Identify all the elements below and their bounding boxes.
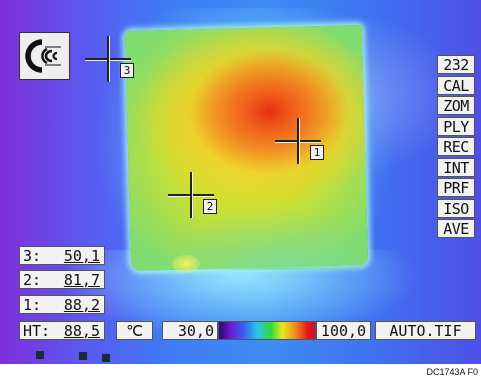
scale-max-field[interactable]: 100,0 xyxy=(316,321,371,340)
readout-label: 3: xyxy=(23,247,42,265)
dark-spot xyxy=(36,351,44,359)
readout-marker-2: 2: 81,7 xyxy=(19,270,105,289)
sample-cool-edge xyxy=(140,140,365,270)
marker-label: 1 xyxy=(310,145,324,160)
function-menu: 232 CAL ZOM PLY REC INT PRF ISO AVE xyxy=(437,55,475,240)
readout-label: HT: xyxy=(23,322,51,340)
marker-label: 3 xyxy=(120,63,134,78)
menu-iso[interactable]: ISO xyxy=(437,198,475,218)
readout-label: 2: xyxy=(23,271,42,289)
crosshair-vertical xyxy=(107,36,110,82)
readout-label: 1: xyxy=(23,296,42,314)
ce-mark-icon xyxy=(19,32,70,80)
readout-hottest: HT: 88,5 xyxy=(19,321,105,340)
readout-value: 88,2 xyxy=(63,296,100,314)
menu-profile[interactable]: PRF xyxy=(437,178,475,197)
thermal-image: 1 2 3 232 CAL ZOM PLY REC INT PRF ISO AV… xyxy=(0,0,481,364)
menu-average[interactable]: AVE xyxy=(437,219,475,238)
crosshair-vertical xyxy=(190,172,193,218)
filename-field[interactable]: AUTO.TIF xyxy=(375,321,476,340)
menu-cal[interactable]: CAL xyxy=(437,75,475,95)
readout-marker-3: 3: 50,1 xyxy=(19,246,105,265)
readout-marker-1: 1: 88,2 xyxy=(19,295,105,314)
crosshair-vertical xyxy=(297,118,300,164)
unit-toggle-button[interactable]: ℃ xyxy=(116,321,153,340)
readout-value: 81,7 xyxy=(63,271,100,289)
readout-value: 50,1 xyxy=(63,247,100,265)
dark-spot xyxy=(102,354,110,362)
menu-zoom[interactable]: ZOM xyxy=(437,96,475,115)
scale-min-field[interactable]: 30,0 xyxy=(162,321,218,340)
dark-spot xyxy=(79,352,87,360)
ce-mark-graphic xyxy=(24,39,61,73)
sample-hot-blob xyxy=(172,255,200,273)
marker-label: 2 xyxy=(203,199,217,214)
menu-232[interactable]: 232 xyxy=(437,55,475,74)
menu-play[interactable]: PLY xyxy=(437,116,475,136)
menu-int[interactable]: INT xyxy=(437,157,475,177)
palette-bar[interactable] xyxy=(218,321,316,340)
readout-value: 88,5 xyxy=(63,322,100,340)
menu-record[interactable]: REC xyxy=(437,137,475,156)
figure-code: DC1743A F0 xyxy=(426,367,478,377)
